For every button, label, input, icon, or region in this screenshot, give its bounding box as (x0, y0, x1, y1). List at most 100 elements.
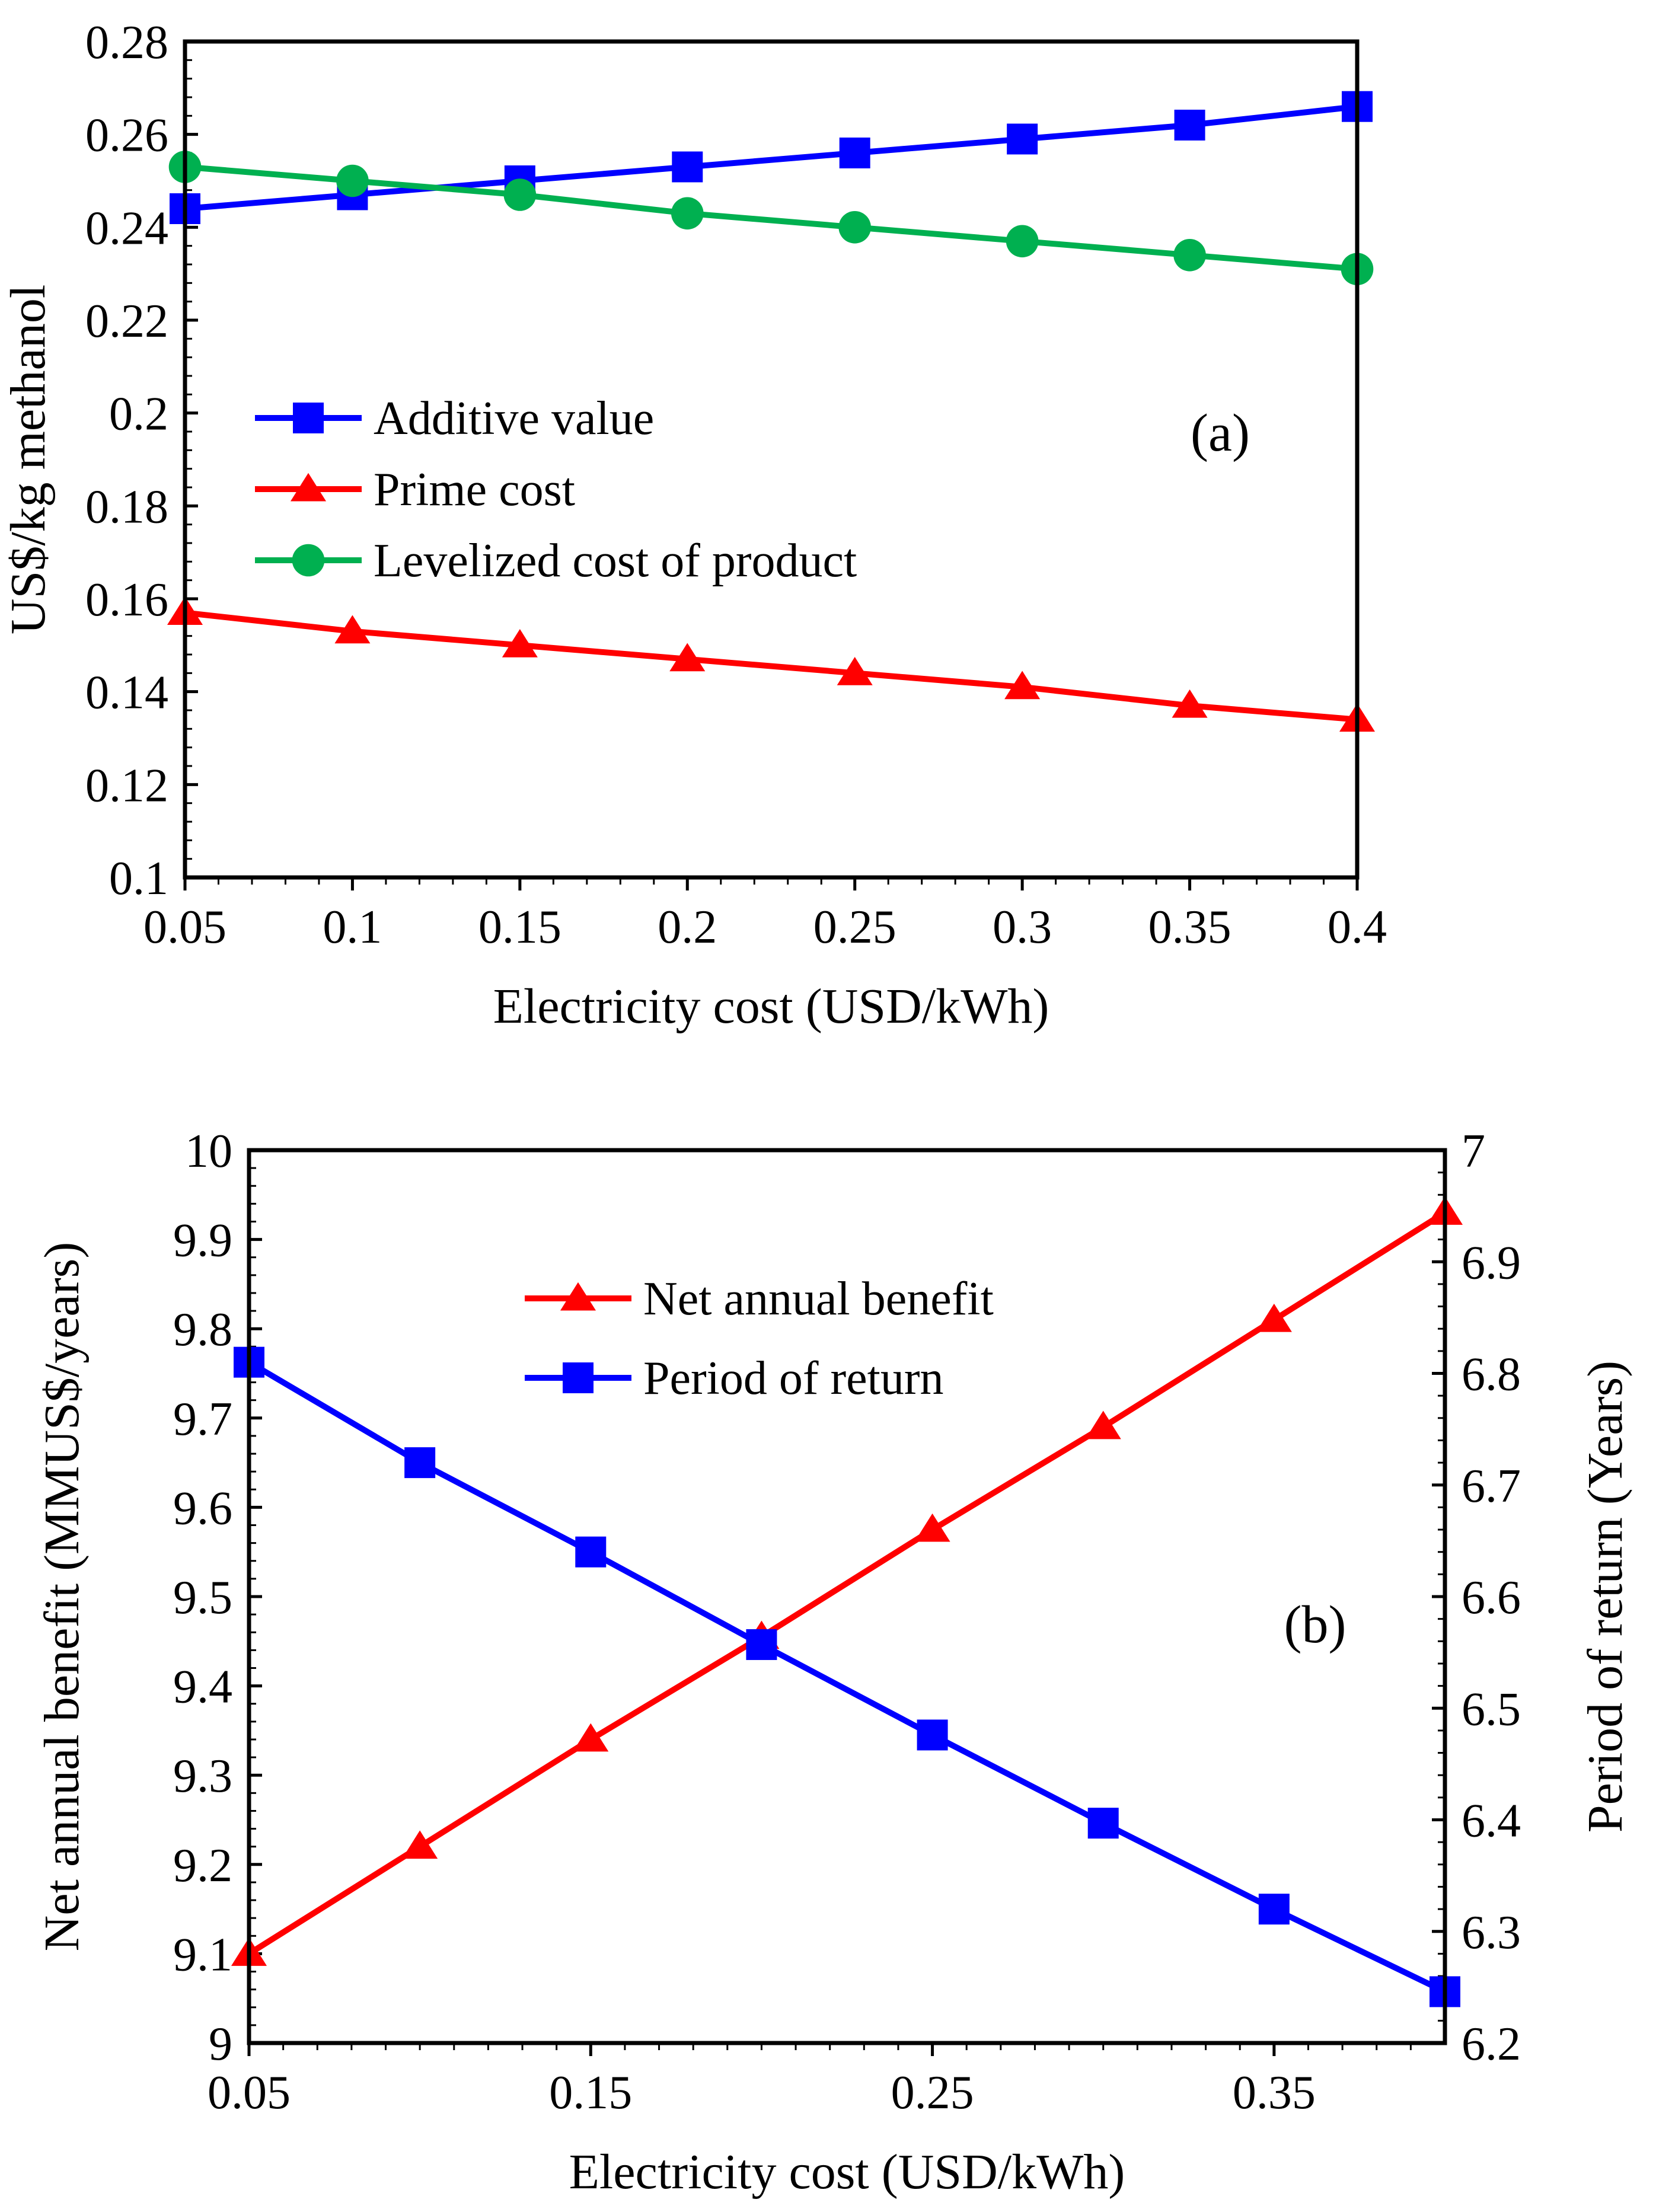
panel-a-x-axis-title: Electricity cost (USD/kWh) (493, 979, 1049, 1034)
panel-b-label: (b) (1284, 1595, 1347, 1654)
series-line-period-of-return (247, 1359, 1447, 1994)
panel-a-series (167, 91, 1376, 732)
y2-tick-label: 6.2 (1462, 2018, 1521, 2070)
y-tick-label: 9 (209, 2018, 232, 2070)
x-tick-label: 0.4 (1328, 901, 1387, 953)
y2-tick-label: 6.3 (1462, 1907, 1521, 1959)
x-tick-label: 0.2 (658, 901, 717, 953)
data-point-levelized-cost-of-product (503, 178, 537, 211)
data-point-additive-value (1174, 110, 1205, 141)
y-tick-label: 9.8 (173, 1304, 232, 1356)
y-tick-label: 0.24 (85, 202, 168, 254)
panel-a-label: (a) (1191, 404, 1250, 462)
data-point-net-annual-benefit (914, 1513, 950, 1542)
legend-marker-prime-cost (290, 473, 327, 502)
legend-marker-levelized-cost-of-product (292, 544, 325, 577)
y-tick-label: 9.6 (173, 1482, 232, 1534)
y-tick-label: 9.1 (173, 1929, 232, 1981)
y-tick-label: 0.14 (85, 667, 168, 719)
legend-label-period-of-return: Period of return (643, 1352, 944, 1405)
y2-tick-label: 6.8 (1462, 1349, 1521, 1401)
x-tick-label: 0.35 (1233, 2067, 1316, 2119)
data-point-additive-value (1007, 123, 1038, 155)
y-tick-label: 9.5 (173, 1572, 232, 1624)
legend-label-prime-cost: Prime cost (374, 464, 575, 516)
data-point-net-annual-benefit (402, 1830, 438, 1859)
panel-b-x-axis-title: Electricity cost (USD/kWh) (569, 2144, 1125, 2200)
data-point-prime-cost (334, 615, 371, 644)
data-point-prime-cost (669, 643, 706, 672)
x-tick-label: 0.35 (1148, 901, 1231, 953)
series-line-net-annual-benefit (247, 1210, 1447, 1956)
data-point-prime-cost (1004, 671, 1041, 700)
y-tick-label: 10 (185, 1125, 232, 1177)
y-tick-label: 0.2 (109, 388, 168, 441)
data-point-prime-cost (837, 657, 873, 685)
y2-tick-label: 7 (1462, 1125, 1485, 1177)
data-point-period-of-return (746, 1629, 777, 1660)
series-line-levelized-cost-of-product (184, 164, 1358, 272)
data-point-period-of-return (917, 1719, 948, 1751)
data-point-net-annual-benefit (1256, 1303, 1292, 1332)
y-tick-label: 0.26 (85, 110, 168, 162)
data-point-additive-value (672, 151, 703, 183)
x-tick-label: 0.15 (549, 2067, 632, 2119)
panel-a-y-axis-title: US$/kg methanol (1, 285, 56, 634)
series-line-prime-cost (184, 609, 1358, 723)
chart-panel-a: 0.05 0.1 0.15 0.2 0.25 0.3 0.35 0.40.10.120.140… (1, 17, 1387, 1034)
panel-b-y-axis-title: Net annual benefit (MMUS$/years) (34, 1242, 90, 1952)
data-point-period-of-return (575, 1536, 607, 1568)
data-point-net-annual-benefit (573, 1723, 609, 1752)
data-point-levelized-cost-of-product (1006, 225, 1039, 258)
y-tick-label: 9.9 (173, 1215, 232, 1267)
y2-tick-label: 6.6 (1462, 1572, 1521, 1624)
panel-b-tick-labels: 0.05 0.15 0.25 0.35 9 9.1 9.2 9.3 9.4 9.5 9.6 9.7 9.… (173, 1125, 1521, 2119)
legend-marker-period-of-return (563, 1362, 594, 1393)
y2-tick-label: 6.9 (1462, 1237, 1521, 1289)
panel-a-plot-frame (183, 39, 1360, 880)
data-point-additive-value (839, 138, 870, 168)
legend-marker-additive-value (293, 403, 324, 433)
x-tick-label: 0.05 (143, 901, 226, 953)
y-tick-label: 0.28 (85, 17, 168, 69)
data-point-levelized-cost-of-product (838, 211, 872, 244)
x-tick-label: 0.3 (993, 901, 1052, 953)
panel-a-legend: Additive value Prime cost Levelized cost o… (255, 392, 857, 587)
series-line-additive-value (184, 103, 1358, 212)
panel-b-legend: Net annual benefit Period of return (525, 1273, 994, 1405)
legend-marker-net-annual-benefit (560, 1282, 596, 1311)
data-point-levelized-cost-of-product (336, 164, 369, 197)
legend-label-net-annual-benefit: Net annual benefit (643, 1273, 994, 1325)
y-tick-label: 0.22 (85, 295, 168, 347)
x-tick-label: 0.25 (891, 2067, 974, 2119)
data-point-levelized-cost-of-product (1173, 239, 1206, 272)
y2-tick-label: 6.7 (1462, 1460, 1521, 1512)
data-point-period-of-return (404, 1447, 436, 1479)
x-tick-label: 0.25 (813, 901, 896, 953)
x-tick-label: 0.1 (323, 901, 382, 953)
y-tick-label: 9.7 (173, 1393, 232, 1445)
y-tick-label: 0.18 (85, 481, 168, 533)
legend-label-additive-value: Additive value (374, 392, 654, 445)
data-point-period-of-return (1258, 1894, 1290, 1925)
data-point-levelized-cost-of-product (671, 197, 704, 230)
chart-panel-b: 0.05 0.15 0.25 0.35 9 9.1 9.2 9.3 9.4 9.5 9.6 9.7 9.… (34, 1125, 1633, 2200)
x-tick-label: 0.15 (478, 901, 561, 953)
data-point-prime-cost (1172, 689, 1208, 718)
y-tick-label: 0.12 (85, 759, 168, 812)
y-tick-label: 9.4 (173, 1661, 232, 1713)
panel-a-tick-labels: 0.05 0.1 0.15 0.2 0.25 0.3 0.35 0.40.10.120.140… (85, 17, 1387, 953)
data-point-net-annual-benefit (1085, 1410, 1121, 1439)
x-tick-label: 0.05 (208, 2067, 291, 2119)
y-tick-label: 9.2 (173, 1840, 232, 1892)
y2-tick-label: 6.5 (1462, 1683, 1521, 1735)
panel-b-y2-axis-title: Period of return (Years) (1578, 1361, 1633, 1833)
y2-tick-label: 6.4 (1462, 1795, 1521, 1847)
legend-label-levelized-cost-of-product: Levelized cost of product (374, 535, 857, 587)
y-tick-label: 9.3 (173, 1750, 232, 1802)
y-tick-label: 0.1 (109, 853, 168, 905)
data-point-period-of-return (1087, 1808, 1119, 1839)
y-tick-label: 0.16 (85, 574, 168, 626)
